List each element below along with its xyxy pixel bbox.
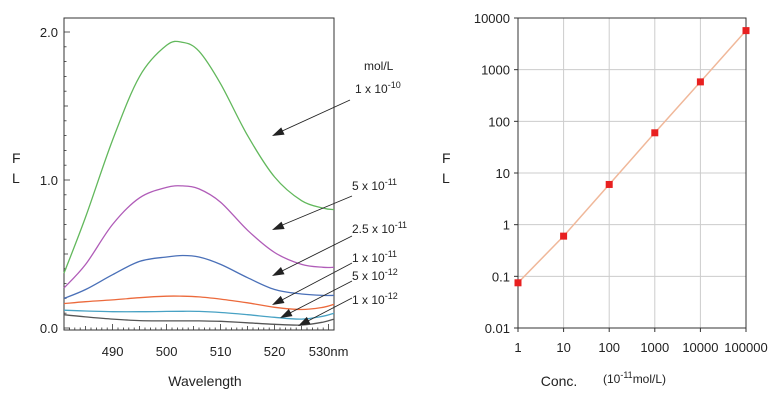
left-series-line	[63, 309, 335, 320]
left-y-tick-label: 2.0	[40, 25, 58, 40]
right-y-tick-label: 1000	[481, 63, 510, 78]
left-y-ticks: 0.0 1.0 2.0	[40, 25, 70, 336]
left-x-ticks: 490 500 510 520 530nm	[63, 324, 349, 359]
left-series-arrow-line	[279, 195, 353, 227]
left-y-axis-label-1: F	[12, 150, 21, 166]
right-data-point	[696, 78, 704, 86]
left-y-tick-label: 0.0	[40, 321, 58, 336]
right-x-axis-unit: (10-11mol/L)	[603, 370, 666, 386]
left-series-line	[63, 40, 335, 274]
left-series-arrow-head	[298, 316, 311, 326]
left-series-label: 1 x 10-12	[352, 291, 398, 307]
right-y-tick-label: 10000	[474, 11, 510, 26]
right-data-point	[514, 279, 522, 287]
right-trend-line	[517, 30, 747, 284]
right-data-point	[605, 180, 613, 188]
left-series-arrow-line	[279, 262, 353, 302]
right-x-tick-label: 100000	[724, 340, 767, 355]
right-grid	[517, 17, 747, 329]
left-x-axis-label: Wavelength	[168, 373, 241, 389]
right-data-point	[560, 232, 568, 240]
left-series-label: 5 x 10-11	[352, 177, 397, 193]
left-series-label: 2.5 x 10-11	[352, 220, 407, 236]
left-series-label: 1 x 10-11	[352, 249, 397, 265]
right-y-tick-label: 1	[503, 218, 510, 233]
right-y-tick-label: 10	[496, 166, 510, 181]
left-x-tick-label: 530nm	[309, 344, 349, 359]
right-x-tick-label: 10	[556, 340, 570, 355]
right-x-axis-label: Conc.	[541, 373, 578, 389]
right-y-tick-label: 0.01	[485, 321, 510, 336]
left-series-arrow-line	[279, 235, 353, 273]
left-series-arrow-head	[280, 308, 293, 318]
right-x-tick-label: 100	[598, 340, 620, 355]
left-chart: 490 500 510 520 530nm 0.0 1.0 2.0 mol/L 1 x 10-…	[12, 17, 407, 389]
right-y-tick-label: 0.1	[492, 269, 510, 284]
left-series-arrow-head	[272, 221, 285, 230]
right-x-ticks: 1 10 100 1000 10000 100000	[514, 328, 768, 355]
right-data-point	[651, 129, 659, 137]
right-x-tick-label: 1000	[640, 340, 669, 355]
left-series-arrow-head	[272, 295, 285, 305]
left-legend: mol/L 1 x 10-10 5 x 10-11 2.5 x 10-11 1 x 10…	[272, 59, 407, 326]
left-series-arrow-line	[305, 297, 353, 323]
left-x-tick-label: 490	[102, 344, 124, 359]
right-x-tick-label: 10000	[682, 340, 718, 355]
left-y-tick-label: 1.0	[40, 173, 58, 188]
right-chart: 1 10 100 1000 10000 100000 0.010.111010010001…	[442, 11, 768, 389]
left-series-group	[63, 40, 335, 326]
left-series-line	[63, 185, 335, 289]
right-series-group	[514, 27, 750, 287]
left-x-tick-label: 520	[264, 344, 286, 359]
right-y-axis-label-1: F	[442, 150, 451, 166]
left-x-tick-label: 500	[156, 344, 178, 359]
left-legend-title: mol/L	[364, 59, 394, 73]
right-x-tick-label: 1	[514, 340, 521, 355]
right-y-ticks: 0.01 0.1 1 10 100 1000 10000	[474, 11, 518, 336]
left-y-axis-label-2: L	[12, 170, 20, 186]
left-series-label: 5 x 10-12	[352, 267, 398, 283]
left-series-arrow-head	[272, 267, 285, 276]
left-series-line	[63, 314, 335, 326]
left-plot-frame	[63, 17, 335, 331]
left-series-arrow-head	[272, 127, 285, 136]
left-series-line	[63, 295, 335, 311]
left-series-arrow-line	[279, 99, 351, 133]
left-series-label: 1 x 10-10	[355, 80, 401, 96]
left-series-line	[63, 254, 335, 300]
right-data-point	[742, 27, 750, 35]
left-series-arrow-line	[287, 280, 353, 315]
left-x-tick-label: 510	[210, 344, 232, 359]
right-y-tick-label: 100	[488, 114, 510, 129]
right-y-axis-label-2: L	[442, 170, 450, 186]
